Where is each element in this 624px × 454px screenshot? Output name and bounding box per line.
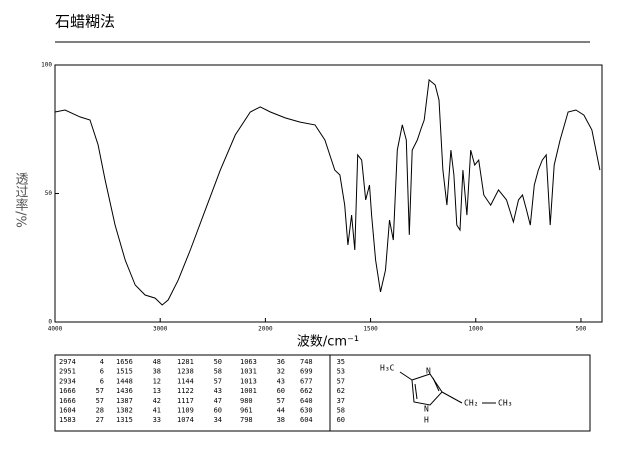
x-tick-label: 4000 xyxy=(48,326,63,333)
peak-table-cell: 57 xyxy=(337,377,345,385)
peak-table-cell: 57 xyxy=(96,397,104,405)
peak-table-cell: 1013 xyxy=(240,377,257,385)
peak-table-cell: 48 xyxy=(153,358,161,366)
peak-table-cell: 33 xyxy=(153,416,161,424)
plot-frame xyxy=(54,64,603,323)
peak-table-cell: 38 xyxy=(277,416,285,424)
peak-table-cell: 35 xyxy=(337,358,345,366)
structure-label: CH₂ xyxy=(464,399,478,408)
peak-table-cell: 1001 xyxy=(240,387,257,395)
peak-table-cell: 34 xyxy=(214,416,222,424)
peak-table-cell: 1144 xyxy=(177,377,194,385)
structure-label: CH₃ xyxy=(498,399,512,408)
y-axis-label: 透过率/% xyxy=(13,172,29,228)
structure-label: N xyxy=(424,405,429,414)
peak-table-cell: 798 xyxy=(240,416,253,424)
peak-table-cell: 62 xyxy=(337,387,345,395)
peak-table-cell: 38 xyxy=(153,368,161,376)
peak-table-cell: 980 xyxy=(240,397,253,405)
x-tick-label: 2000 xyxy=(258,326,273,333)
peak-table-cell: 1238 xyxy=(177,368,194,376)
peak-table-cell: 1604 xyxy=(59,407,76,415)
x-tick-label: 1500 xyxy=(363,326,378,333)
peak-table-cell: 53 xyxy=(337,368,345,376)
peak-table-cell: 60 xyxy=(214,407,222,415)
peak-table-cell: 604 xyxy=(300,416,313,424)
peak-table-cell: 36 xyxy=(277,358,285,366)
y-tick-label: 0 xyxy=(48,319,52,326)
peak-table-cell: 662 xyxy=(300,387,313,395)
peak-table-cell: 1074 xyxy=(177,416,194,424)
peak-table-cell: 12 xyxy=(153,377,161,385)
peak-table-cell: 58 xyxy=(337,407,345,415)
x-tick-label: 500 xyxy=(576,326,587,333)
peak-table-cell: 1583 xyxy=(59,416,76,424)
peak-table-cell: 2951 xyxy=(59,368,76,376)
peak-table-cell: 1382 xyxy=(116,407,133,415)
peak-table-cell: 13 xyxy=(153,387,161,395)
peak-table-cell: 27 xyxy=(96,416,104,424)
peak-table-cell: 43 xyxy=(214,387,222,395)
peak-table-cell: 1315 xyxy=(116,416,133,424)
peak-table-cell: 47 xyxy=(214,397,222,405)
peak-table-cell: 58 xyxy=(214,368,222,376)
chart-title: 石蜡糊法 xyxy=(55,13,115,31)
peak-table-cell: 57 xyxy=(96,387,104,395)
peak-table-cell: 1387 xyxy=(116,397,133,405)
peak-table-cell: 640 xyxy=(300,397,313,405)
peak-table-cell: 60 xyxy=(277,387,285,395)
peak-table-cell: 1031 xyxy=(240,368,257,376)
peak-table-cell: 1063 xyxy=(240,358,257,366)
peak-table-cell: 41 xyxy=(153,407,161,415)
structure-bonds xyxy=(399,371,496,406)
peak-table-cell: 50 xyxy=(214,358,222,366)
peak-table-cell: 32 xyxy=(277,368,285,376)
peak-table-cell: 57 xyxy=(277,397,285,405)
peak-table-cell: 6 xyxy=(100,377,104,385)
peak-table-cell: 28 xyxy=(96,407,104,415)
peak-table-cell: 44 xyxy=(277,407,285,415)
peak-table-cell: 2974 xyxy=(59,358,76,366)
peak-table-cell: 699 xyxy=(300,368,313,376)
peak-table-cell: 37 xyxy=(337,397,345,405)
peak-table-cell: 60 xyxy=(337,416,345,424)
peak-table-cell: 1666 xyxy=(59,387,76,395)
x-axis-label: 波数/cm⁻¹ xyxy=(297,335,359,350)
peak-table-cell: 677 xyxy=(300,377,313,385)
peak-table-cell: 1448 xyxy=(116,377,133,385)
peak-table-cell: 1515 xyxy=(116,368,133,376)
peak-table-cell: 1656 xyxy=(116,358,133,366)
peak-table-cell: 1436 xyxy=(116,387,133,395)
peak-table-cell: 1109 xyxy=(177,407,194,415)
x-tick-label: 1000 xyxy=(469,326,484,333)
peak-table-cell: 6 xyxy=(100,368,104,376)
structure-label: H xyxy=(424,416,429,425)
peak-table-cell: 4 xyxy=(100,358,104,366)
peak-table-cell: 748 xyxy=(300,358,313,366)
peak-table-cell: 1117 xyxy=(177,397,194,405)
structure-label: N xyxy=(426,367,431,376)
peak-table-frame xyxy=(54,354,591,432)
peak-table-cell: 42 xyxy=(153,397,161,405)
peak-table-cell: 630 xyxy=(300,407,313,415)
peak-table-cell: 43 xyxy=(277,377,285,385)
peak-table-cell: 961 xyxy=(240,407,253,415)
peak-table-cell: 1666 xyxy=(59,397,76,405)
peak-table-cell: 57 xyxy=(214,377,222,385)
y-tick-label: 100 xyxy=(41,62,52,69)
peak-table-cell: 2934 xyxy=(59,377,76,385)
x-tick-label: 3000 xyxy=(153,326,168,333)
structure-label: H₃C xyxy=(380,364,395,373)
peak-table-cell: 1122 xyxy=(177,387,194,395)
spectrum-line xyxy=(54,78,601,306)
peak-table-cell: 1281 xyxy=(177,358,194,366)
y-tick-label: 50 xyxy=(45,190,53,197)
